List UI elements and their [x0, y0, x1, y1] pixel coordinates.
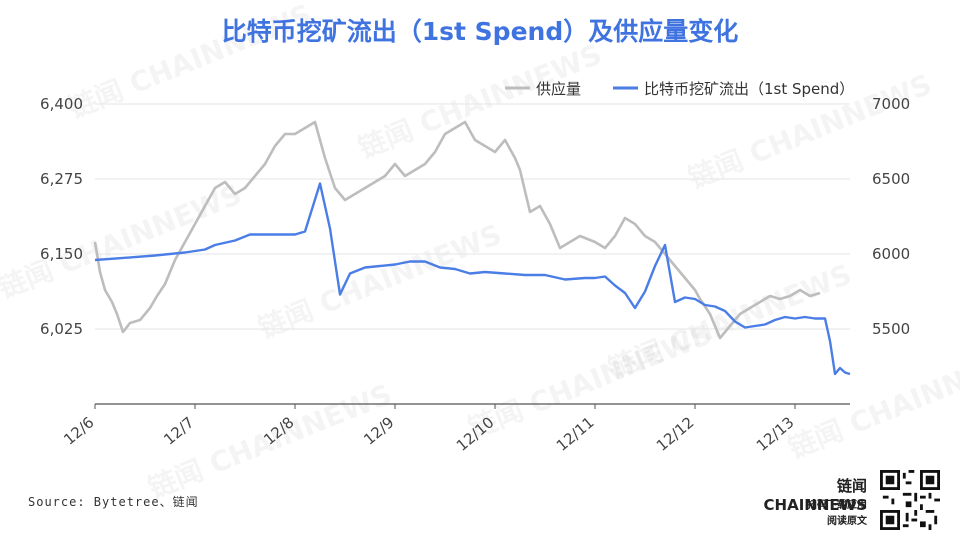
x-tick-label: 12/6 — [60, 413, 97, 448]
y-right-tick-label: 6000 — [872, 245, 910, 263]
y-right-tick-label: 6500 — [872, 170, 910, 188]
x-tick-label: 12/11 — [553, 413, 598, 455]
chart-title: 比特币挖矿流出（1st Spend）及供应量变化 — [221, 17, 739, 46]
y-right-tick-label: 7000 — [872, 95, 910, 113]
y-left-tick-label: 6,400 — [40, 95, 83, 113]
axis-layer: 6,025 6,150 6,275 6,400 5500 6000 6500 7000 12/6… — [40, 95, 910, 455]
brand-name: 链闻 CHAINNEWS — [763, 477, 867, 514]
legend: 供应量 比特币挖矿流出（1st Spend） — [505, 80, 854, 98]
x-tick-label: 12/8 — [260, 413, 297, 448]
source-note: Source: Bytetree、链闻 — [28, 495, 199, 509]
brand-read: 阅读原文 — [827, 516, 867, 527]
y-right-tick-label: 5500 — [872, 320, 910, 338]
grid-layer — [95, 103, 850, 330]
x-tick-label: 12/12 — [653, 413, 698, 455]
series-layer — [93, 120, 851, 376]
x-tick-label: 12/10 — [453, 413, 498, 455]
y-left-tick-label: 6,025 — [40, 320, 83, 338]
legend-label-supply: 供应量 — [536, 80, 581, 98]
series-line-outflow — [94, 182, 851, 376]
x-tick-label: 12/13 — [753, 413, 798, 455]
y-left-tick-label: 6,150 — [40, 245, 83, 263]
qr-code-icon[interactable] — [880, 470, 940, 530]
legend-label-outflow: 比特币挖矿流出（1st Spend） — [644, 80, 854, 98]
y-left-tick-label: 6,275 — [40, 170, 83, 188]
series-line-supply — [93, 120, 821, 340]
x-tick-label: 12/9 — [360, 413, 397, 448]
x-tick-label: 12/7 — [160, 413, 197, 448]
brand-download: 扫码下载应用 — [807, 500, 867, 511]
